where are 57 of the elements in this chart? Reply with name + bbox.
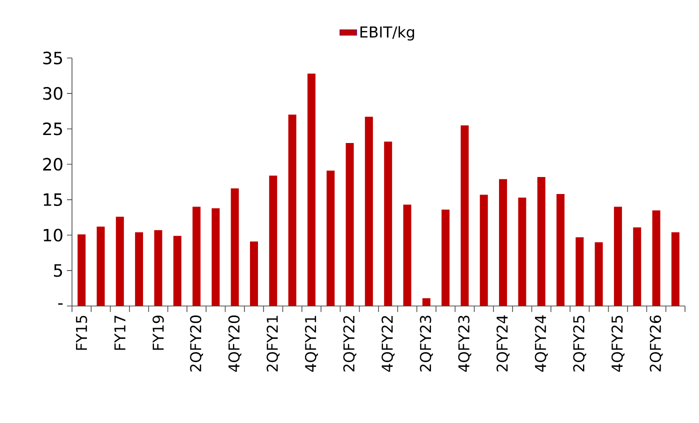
x-tick-label: 4QFY21 (304, 316, 318, 372)
y-tick-label: 35 (43, 52, 62, 64)
bar (614, 206, 622, 306)
bar (594, 242, 603, 306)
bar (480, 194, 488, 306)
x-tick-label: 2QFY26 (650, 315, 663, 372)
bar (384, 142, 392, 306)
y-tick-label: 25 (43, 122, 62, 136)
bar (364, 116, 373, 306)
bar (518, 198, 526, 306)
bar (442, 210, 450, 306)
x-tick-label: 2QFY22 (343, 316, 356, 372)
x-tick-label: 4QFY20 (228, 316, 242, 372)
bar (633, 227, 642, 306)
bar (422, 298, 430, 306)
y-tick-label: 10 (44, 228, 62, 242)
bar (135, 232, 144, 306)
bar (556, 194, 564, 306)
y-tick-label: 30 (43, 87, 62, 100)
bar (192, 206, 201, 306)
bar (460, 125, 469, 306)
y-tick-label: - (58, 303, 63, 305)
bar (116, 216, 124, 306)
bar (576, 237, 584, 306)
bar (307, 74, 316, 306)
y-tick-label: 5 (54, 264, 62, 277)
x-tick-label: FY15 (76, 316, 88, 350)
x-tick-label: 4QFY22 (382, 316, 395, 372)
y-tick-label: 20 (43, 158, 62, 171)
x-tick-label: FY17 (114, 316, 126, 350)
x-tick-label: 2QFY25 (573, 316, 586, 372)
bar (212, 208, 220, 306)
x-tick-label: 2QFY24 (496, 315, 510, 372)
bar (671, 232, 680, 306)
bar (537, 177, 546, 306)
bar (269, 176, 278, 306)
bar (96, 226, 105, 306)
bar (78, 234, 86, 306)
bar (250, 242, 258, 306)
bar (403, 204, 412, 306)
bar (326, 170, 335, 306)
bar (652, 210, 660, 306)
bar (346, 143, 354, 306)
bar (154, 230, 162, 306)
bar (288, 114, 296, 306)
x-tick-label: 2QFY23 (420, 316, 433, 372)
x-tick-label: 4QFY25 (611, 316, 624, 372)
x-tick-label: 4QFY24 (534, 315, 548, 372)
bar (230, 188, 239, 306)
legend-label: EBIT/kg (360, 26, 414, 41)
x-tick-label: 4QFY23 (458, 316, 472, 372)
bar (499, 179, 508, 306)
x-tick-label: 2QFY20 (190, 316, 204, 372)
y-tick-label: 15 (44, 193, 62, 206)
bar (173, 236, 182, 306)
x-tick-label: FY19 (152, 316, 164, 350)
x-tick-label: 2QFY21 (266, 316, 280, 372)
